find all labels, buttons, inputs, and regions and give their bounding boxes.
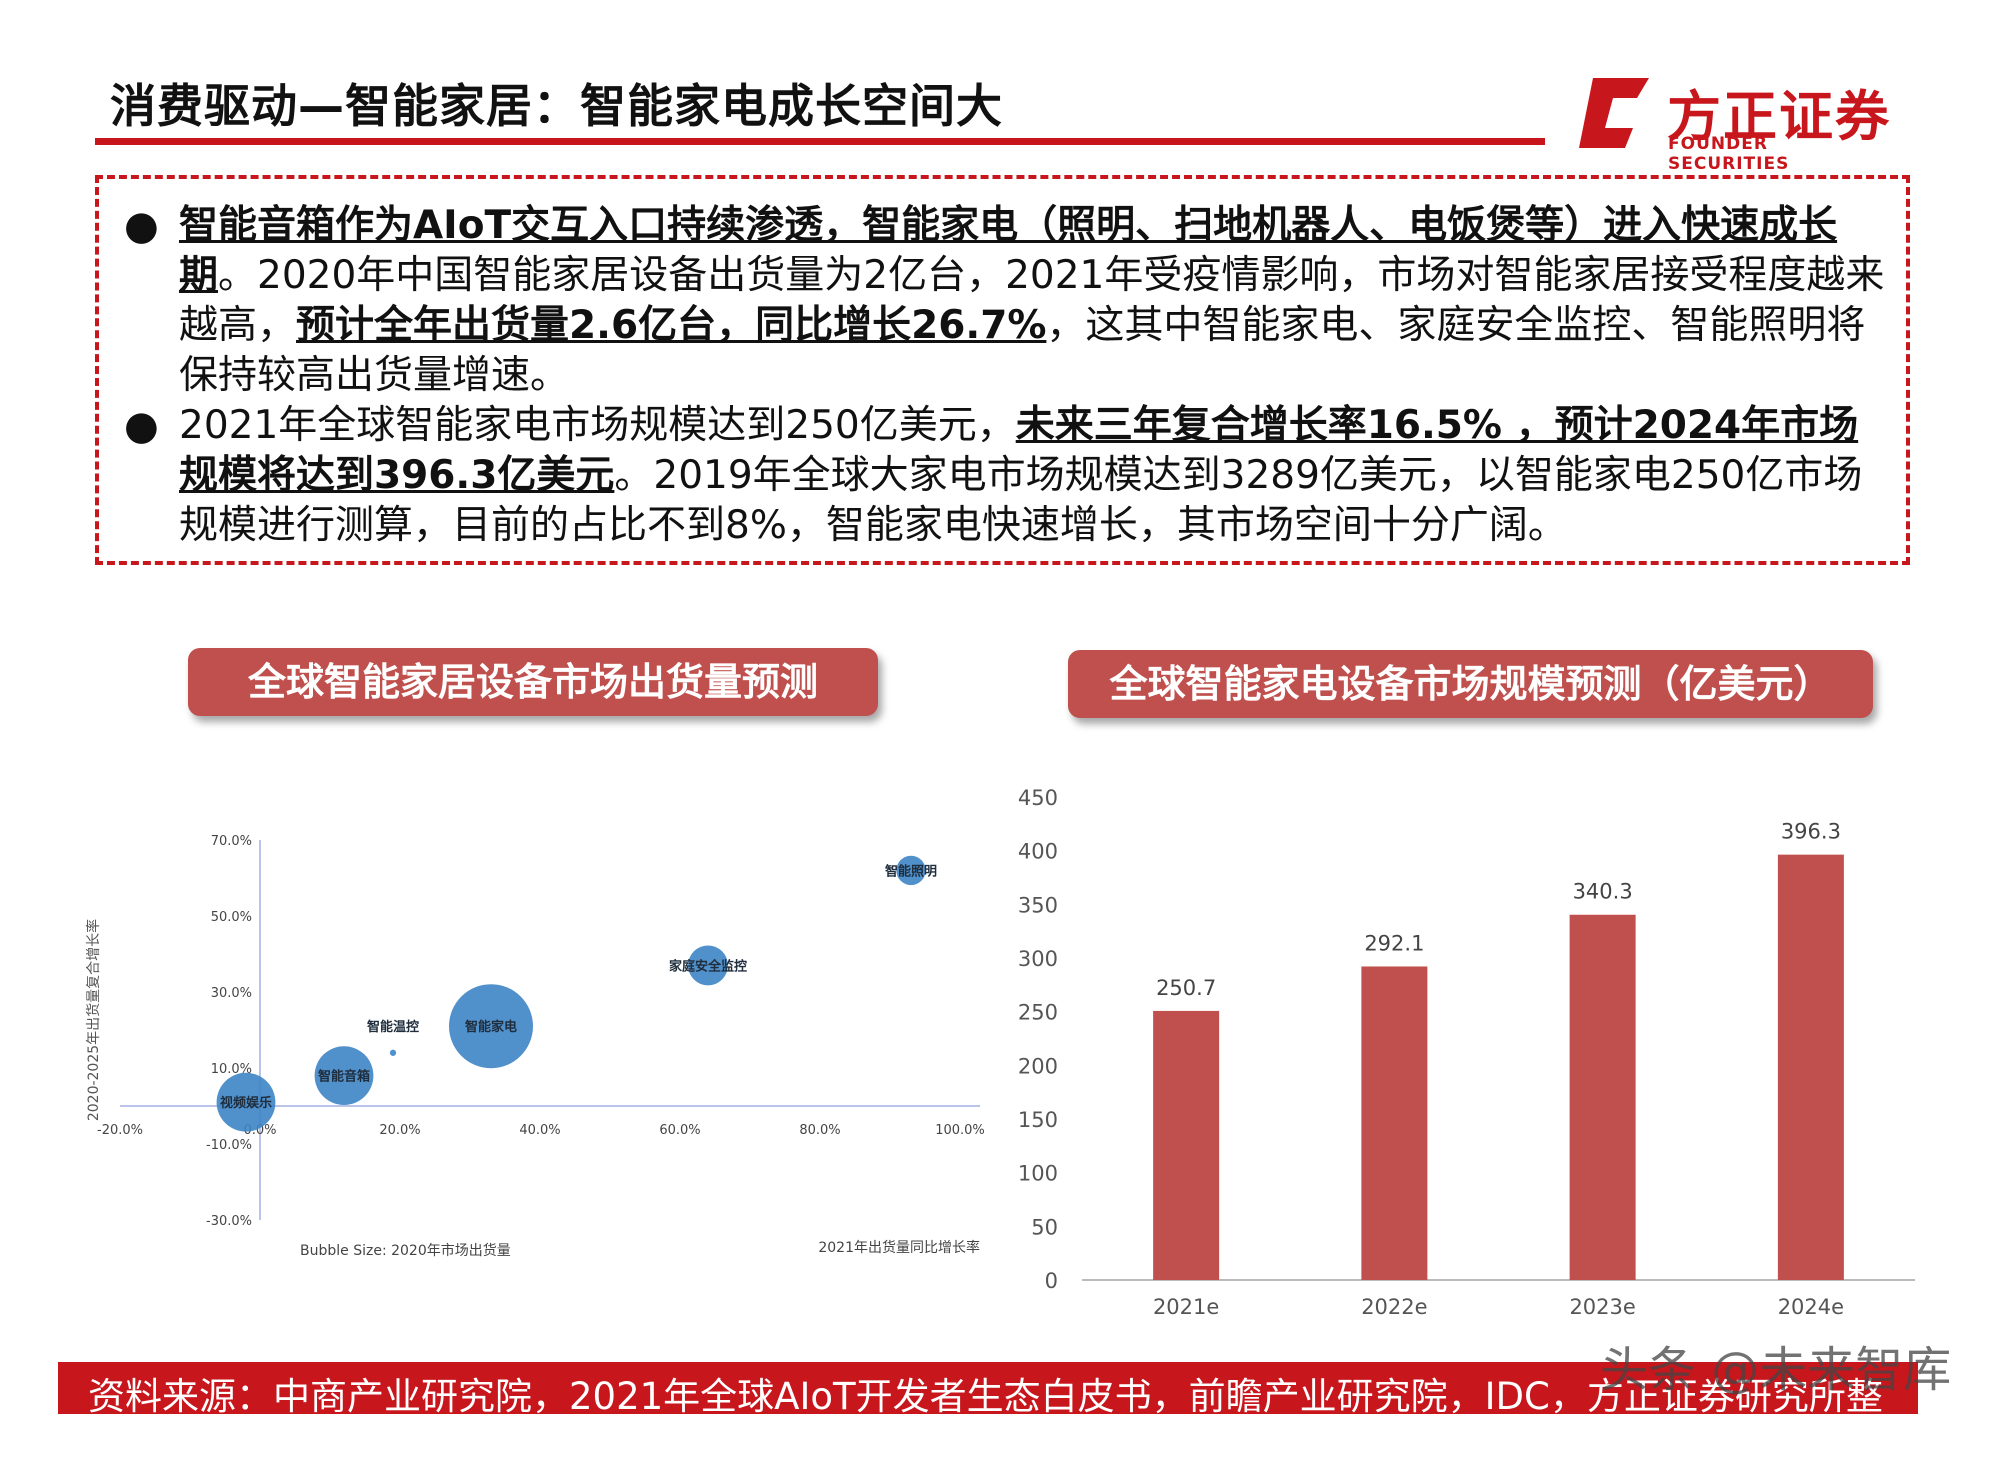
bubble-y-tick: -10.0% <box>206 1138 252 1153</box>
bar-y-tick: 200 <box>1018 1054 1058 1078</box>
bar-y-tick: 300 <box>1018 947 1058 971</box>
bubble-label: 家庭安全监控 <box>669 958 747 974</box>
bubble-label: 智能音箱 <box>318 1069 370 1085</box>
bubble-x-tick: 60.0% <box>659 1123 700 1138</box>
bar-y-tick: 100 <box>1018 1162 1058 1186</box>
right-panel-title: 全球智能家电设备市场规模预测（亿美元） <box>1068 650 1873 718</box>
bar-data-label: 340.3 <box>1573 880 1633 904</box>
footer-bar: 资料来源：中商产业研究院，2021年全球AIoT开发者生态白皮书，前瞻产业研究院… <box>58 1362 1918 1472</box>
source-note: 资料来源：中商产业研究院，2021年全球AIoT开发者生态白皮书，前瞻产业研究院… <box>88 1375 1883 1472</box>
left-panel-title: 全球智能家居设备市场出货量预测 <box>188 648 878 716</box>
bullet-1-text-2: ，这其中智能家电、家庭安全监控、智能照明将保持较高出货量增速。 <box>179 303 1866 398</box>
bullet-2-text: 。2019年全球大家电市场规模达到3289亿美元，以智能家电250亿市场规模进行… <box>179 453 1863 548</box>
bubble-size-label: Bubble Size: 2020年市场出货量 <box>300 1242 511 1259</box>
company-logo: 方正证券 FOUNDER SECURITIES <box>1575 70 1895 174</box>
bubble-point <box>449 984 533 1069</box>
bullet-1-bold-2: 预计全年出货量2.6亿台，同比增长26.7% <box>296 303 1047 348</box>
title-rule <box>95 138 1545 145</box>
bubble-x-tick: 80.0% <box>799 1123 840 1138</box>
bubble-point <box>314 1046 374 1105</box>
bullet-1-bold: 智能音箱作为AIoT交互入口持续渗透，智能家电（照明、扫地机器人、电饭煲等）进入… <box>179 203 1838 298</box>
bubble-x-axis-label: 2021年出货量同比增长率 <box>818 1239 980 1256</box>
bullet-1-text: 。2020年中国智能家居设备出货量为2亿台，2021年受疫情影响，市场对智能家居… <box>179 253 1885 348</box>
bubble-y-tick: 30.0% <box>211 986 252 1001</box>
bar <box>1569 914 1636 1280</box>
bar-data-label: 292.1 <box>1364 931 1424 955</box>
bar-y-tick: 350 <box>1018 893 1058 917</box>
bubble-x-tick: -20.0% <box>97 1123 143 1138</box>
logo-cn-text: 方正证券 <box>1667 85 1891 148</box>
founder-logo-icon <box>1579 78 1649 148</box>
bubble-x-tick: 40.0% <box>519 1123 560 1138</box>
bar-x-tick: 2021e <box>1153 1295 1219 1319</box>
bubble-label: 智能家电 <box>465 1019 517 1035</box>
bubble-point <box>896 855 926 886</box>
bar-y-tick: 150 <box>1018 1108 1058 1132</box>
bubble-y-tick: -30.0% <box>206 1214 252 1229</box>
bar-x-tick: 2022e <box>1361 1295 1427 1319</box>
bar-y-tick: 450 <box>1018 786 1058 810</box>
page-title: 消费驱动—智能家居：智能家电成长空间大 <box>110 79 1003 133</box>
summary-box: ● 智能音箱作为AIoT交互入口持续渗透，智能家电（照明、扫地机器人、电饭煲等）… <box>95 175 1910 565</box>
bar <box>1777 854 1844 1280</box>
bubble-y-tick: 50.0% <box>211 910 252 925</box>
logo-en-text: FOUNDER SECURITIES <box>1668 134 1790 174</box>
bubble-chart: -20.0% 0.0% 20.0% 40.0% 60.0% 80.0% 100.0%70.0… <box>85 834 985 1259</box>
bar <box>1153 1010 1220 1280</box>
bar-x-tick: 2023e <box>1569 1295 1635 1319</box>
bubble-label: 智能温控 <box>367 1019 419 1035</box>
watermark: 头条 @未来智库 <box>1600 1342 1952 1398</box>
bullet-2: ● 2021年全球智能家电市场规模达到250亿美元，未来三年复合增长率16.5%… <box>124 401 1889 551</box>
bar-y-tick: 250 <box>1018 1001 1058 1025</box>
bar-x-tick: 2024e <box>1778 1295 1844 1319</box>
bubble-label: 视频娱乐 <box>220 1095 272 1111</box>
bubble-y-tick: 70.0% <box>211 834 252 849</box>
bar-y-tick: 50 <box>1031 1215 1058 1239</box>
bubble-point <box>216 1072 276 1132</box>
bar-data-label: 396.3 <box>1781 820 1841 844</box>
bar-data-label: 250.7 <box>1156 976 1216 1000</box>
bubble-x-tick: 20.0% <box>379 1123 420 1138</box>
bar-y-tick: 400 <box>1018 840 1058 864</box>
bubble-y-axis-label: 2020-2025年出货量复合增长率 <box>85 919 102 1121</box>
bar-y-tick: 0 <box>1045 1269 1058 1293</box>
bubble-point <box>389 1049 397 1056</box>
bullet-2-text-0: 2021年全球智能家电市场规模达到250亿美元， <box>179 403 1016 448</box>
bubble-x-tick: 100.0% <box>935 1123 985 1138</box>
bullet-2-bold: 未来三年复合增长率16.5% ，预计2024年市场规模将达到396.3亿美元 <box>179 403 1859 498</box>
bullet-1: ● 智能音箱作为AIoT交互入口持续渗透，智能家电（照明、扫地机器人、电饭煲等）… <box>124 201 1889 401</box>
bar <box>1361 966 1428 1280</box>
bar-chart: 450 400 350 300 250 200 150 100 50 0 250.7 2021e 29… <box>1018 786 1915 1319</box>
bubble-label: 智能照明 <box>885 863 937 879</box>
bullet-dot-icon: ● <box>124 403 159 449</box>
bullet-dot-icon: ● <box>124 203 159 249</box>
bubble-point <box>688 945 728 986</box>
